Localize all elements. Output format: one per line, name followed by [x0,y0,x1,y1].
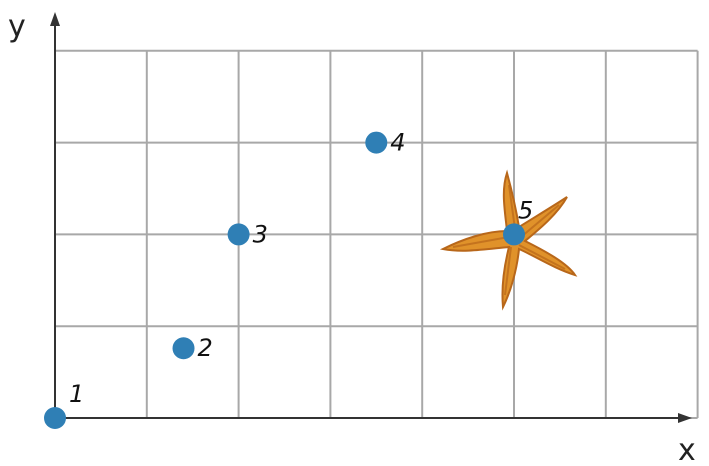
point-2 [172,337,195,360]
point-4 [365,131,388,154]
point-3 [227,223,250,246]
points-layer: 1 2 3 4 5 [44,129,533,429]
point-5 [503,223,525,246]
x-axis-label: x [678,433,696,466]
point-1 [44,407,66,429]
point-label-1: 1 [69,380,84,408]
y-axis-arrow-icon [50,12,60,26]
point-label-5: 5 [518,196,533,224]
x-axis-arrow-icon [678,413,692,423]
point-label-4: 4 [390,129,405,157]
point-label-3: 3 [253,220,268,248]
grid [54,49,699,419]
point-label-2: 2 [198,334,213,362]
y-axis-label: y [8,9,26,44]
